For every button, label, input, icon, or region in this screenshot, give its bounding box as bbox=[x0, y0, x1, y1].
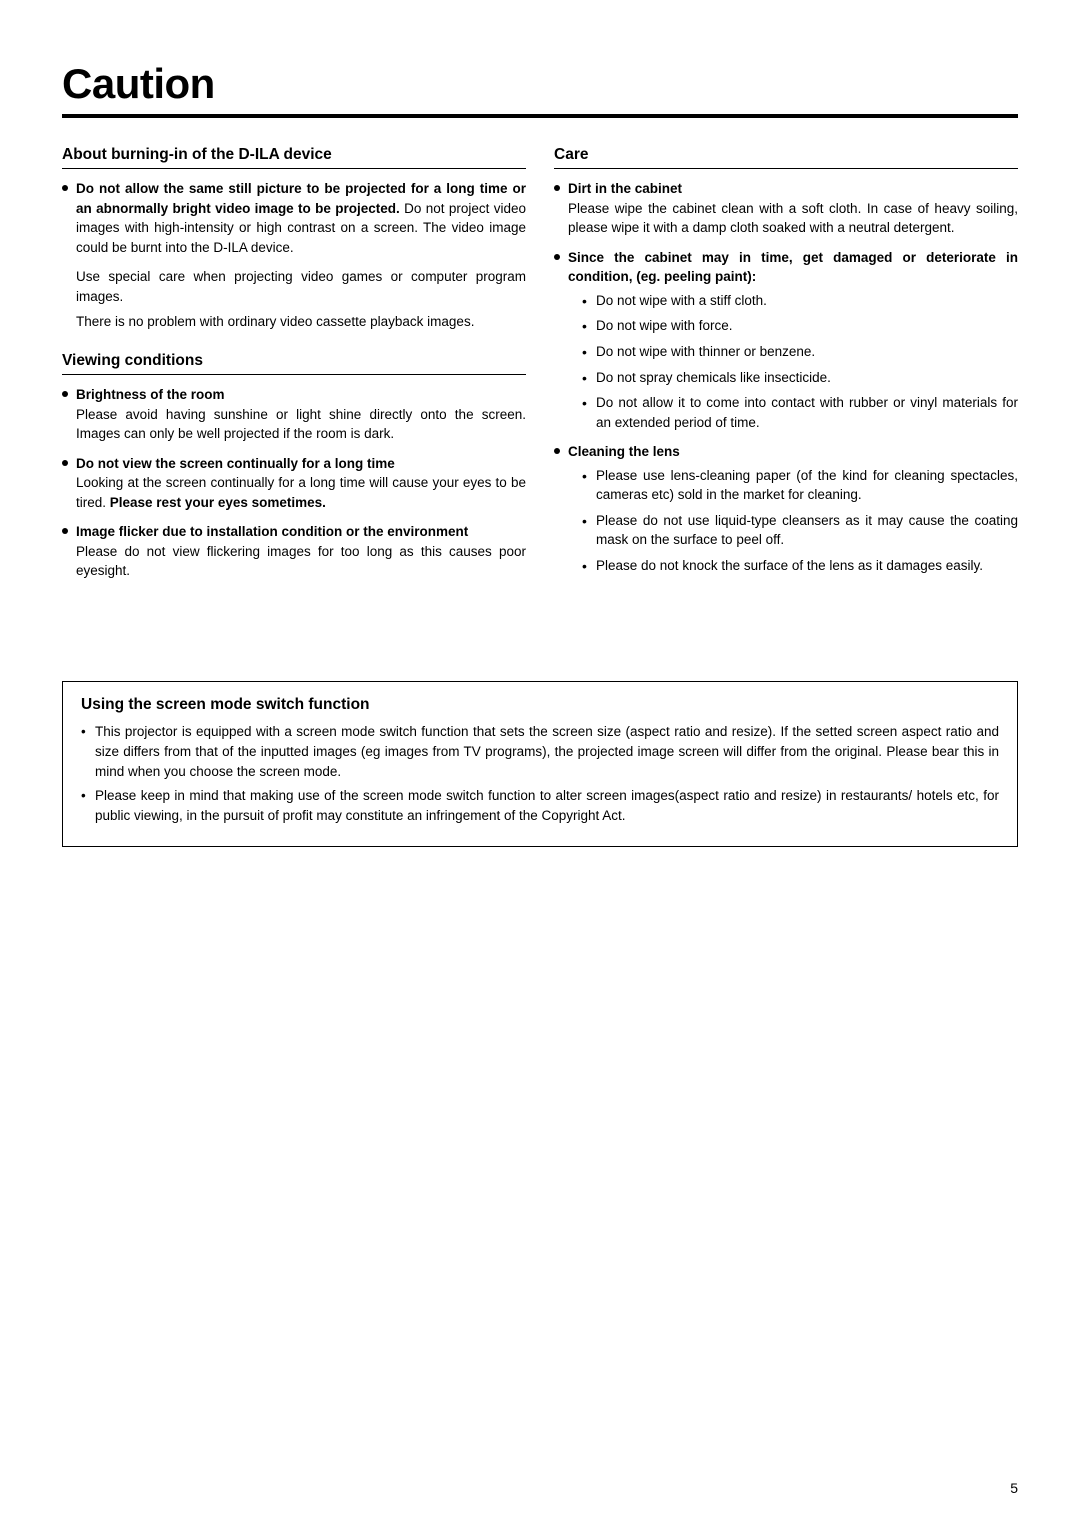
bullet-title: Image flicker due to installation condit… bbox=[76, 524, 468, 539]
bullet-body: Please avoid having sunshine or light sh… bbox=[76, 407, 526, 442]
bullet-body: Please do not view flickering images for… bbox=[76, 544, 526, 579]
sub-item: Do not wipe with a stiff cloth. bbox=[582, 291, 1018, 311]
page-number: 5 bbox=[1010, 1480, 1018, 1496]
bullet-title: Brightness of the room bbox=[76, 387, 225, 402]
bullet-item: Dirt in the cabinet Please wipe the cabi… bbox=[554, 179, 1018, 238]
sub-list: Do not wipe with a stiff cloth. Do not w… bbox=[568, 291, 1018, 432]
bullet-title: Cleaning the lens bbox=[568, 444, 680, 459]
content-columns: About burning-in of the D-ILA device Do … bbox=[62, 146, 1018, 591]
sub-item: Please do not use liquid-type cleansers … bbox=[582, 511, 1018, 550]
boxed-heading: Using the screen mode switch function bbox=[81, 696, 999, 714]
sub-item: Please do not knock the surface of the l… bbox=[582, 556, 1018, 576]
sub-item: Do not wipe with force. bbox=[582, 316, 1018, 336]
paragraph: There is no problem with ordinary video … bbox=[62, 312, 526, 332]
bullet-item: Since the cabinet may in time, get damag… bbox=[554, 248, 1018, 433]
bullet-title: Do not view the screen continually for a… bbox=[76, 456, 395, 471]
bullet-item: Image flicker due to installation condit… bbox=[62, 522, 526, 581]
page-title: Caution bbox=[62, 60, 1018, 118]
section-burning-in: About burning-in of the D-ILA device Do … bbox=[62, 146, 526, 332]
section-heading: About burning-in of the D-ILA device bbox=[62, 146, 526, 169]
bullet-list: Brightness of the room Please avoid havi… bbox=[62, 385, 526, 581]
bullet-item: Do not allow the same still picture to b… bbox=[62, 179, 526, 257]
sub-item: Do not spray chemicals like insecticide. bbox=[582, 368, 1018, 388]
left-column: About burning-in of the D-ILA device Do … bbox=[62, 146, 526, 591]
bullet-body: Please wipe the cabinet clean with a sof… bbox=[568, 201, 1018, 236]
boxed-list: This projector is equipped with a screen… bbox=[81, 722, 999, 826]
bullet-item: Cleaning the lens Please use lens-cleani… bbox=[554, 442, 1018, 575]
bullet-list: Dirt in the cabinet Please wipe the cabi… bbox=[554, 179, 1018, 576]
boxed-item: Please keep in mind that making use of t… bbox=[81, 786, 999, 826]
section-heading: Viewing conditions bbox=[62, 352, 526, 375]
paragraph: Use special care when projecting video g… bbox=[62, 267, 526, 306]
bullet-list: Do not allow the same still picture to b… bbox=[62, 179, 526, 257]
section-viewing-conditions: Viewing conditions Brightness of the roo… bbox=[62, 352, 526, 581]
bullet-item: Brightness of the room Please avoid havi… bbox=[62, 385, 526, 444]
right-column: Care Dirt in the cabinet Please wipe the… bbox=[554, 146, 1018, 591]
sub-item: Do not allow it to come into contact wit… bbox=[582, 393, 1018, 432]
boxed-item: This projector is equipped with a screen… bbox=[81, 722, 999, 782]
bullet-title: Since the cabinet may in time, get damag… bbox=[568, 250, 1018, 285]
sub-item: Please use lens-cleaning paper (of the k… bbox=[582, 466, 1018, 505]
boxed-section: Using the screen mode switch function Th… bbox=[62, 681, 1018, 847]
bold-text: Please rest your eyes sometimes. bbox=[110, 495, 326, 510]
sub-item: Do not wipe with thinner or benzene. bbox=[582, 342, 1018, 362]
sub-list: Please use lens-cleaning paper (of the k… bbox=[568, 466, 1018, 576]
bullet-item: Do not view the screen continually for a… bbox=[62, 454, 526, 513]
section-heading: Care bbox=[554, 146, 1018, 169]
bullet-title: Dirt in the cabinet bbox=[568, 181, 682, 196]
section-care: Care Dirt in the cabinet Please wipe the… bbox=[554, 146, 1018, 576]
